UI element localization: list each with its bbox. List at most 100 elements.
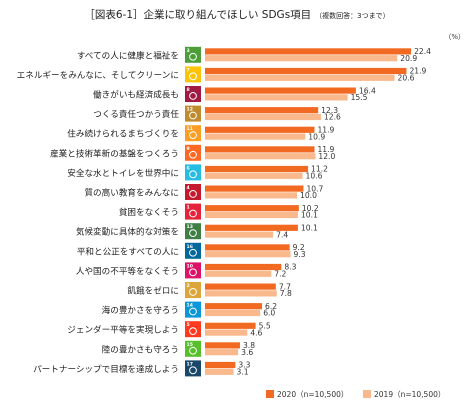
sdg-symbol-glyph (189, 327, 197, 336)
sdg-13-climate-action-icon (185, 223, 201, 240)
data-label-2019: 10.6 (306, 172, 323, 181)
sdg-symbol-glyph (189, 209, 197, 218)
category-row: 安全な水とトイレを世界中に 6 11.210.6 (67, 164, 328, 181)
sdg-symbol-glyph (189, 229, 197, 238)
sdg-3-good-health-icon (185, 46, 201, 63)
sdg-number-label: 16 (187, 244, 193, 250)
bar-2019 (205, 349, 239, 356)
sdg-16-peace-justice-icon (185, 242, 201, 259)
data-label-2020: 6.2 (265, 302, 277, 311)
sdg-symbol-glyph (189, 170, 197, 179)
category-row: ジェンダー平等を実現しよう 5 5.54.6 (67, 321, 271, 337)
sdg-14-life-below-water-icon (185, 301, 201, 318)
category-row: 平和と公正をすべての人に 16 9.29.3 (77, 242, 306, 259)
sdg-number-label: 3 (187, 48, 190, 54)
sdg-symbol-glyph (189, 248, 197, 257)
data-label-2019: 3.1 (237, 368, 249, 377)
bar-2020 (205, 361, 236, 369)
bar-2020 (205, 244, 290, 251)
bar-2019 (205, 192, 297, 199)
chart-title: ［図表6-1］企業に取り組んでほしい SDGs項目 （複数回答：3つまで） (0, 7, 474, 22)
category-label: 産業と技術革新の基盤をつくろう (50, 147, 179, 159)
sdg-symbol-glyph (189, 307, 197, 316)
chart-subtitle: （複数回答：3つまで） (315, 12, 390, 20)
data-label-2019: 20.6 (398, 74, 415, 83)
bar-2020 (205, 107, 319, 114)
sdg-4-quality-education-icon (185, 184, 201, 200)
category-row: 気候変動に具体的な対策を 13 10.1 7.4 (76, 223, 318, 239)
sdg-symbol-glyph (189, 131, 197, 140)
sdg-symbol-glyph (189, 190, 197, 198)
data-label-2020: 3.3 (238, 361, 250, 370)
data-label-2020: 7.7 (279, 282, 291, 291)
bar-2019 (205, 309, 261, 317)
bar-2019 (205, 290, 277, 297)
legend-swatch-2020 (266, 390, 274, 398)
category-row: パートナーシップで目標を達成しよう 17 3.33.1 (33, 360, 251, 377)
sdg-symbol-glyph (189, 268, 197, 277)
sdg-number-label: 10 (187, 263, 193, 269)
bar-2019 (205, 94, 348, 101)
sdg-number-label: 5 (187, 322, 190, 328)
category-row: すべての人に健康と福祉を 3 22.420.9 (77, 46, 431, 63)
sdg-number-label: 9 (187, 146, 190, 152)
category-label: すべての人に健康と福祉を (77, 49, 179, 61)
data-label-2020: 11.9 (317, 126, 334, 135)
category-row: エネルギーをみんなに、そしてクリーンに 7 21.920.6 (17, 66, 427, 83)
bar-2019 (205, 172, 303, 179)
data-label-2020: 11.2 (311, 165, 328, 174)
sdg-number-label: 15 (187, 342, 193, 348)
category-label: エネルギーをみんなに、そしてクリーンに (17, 70, 179, 81)
data-label-2019: 9.3 (294, 250, 306, 259)
data-label-2019: 10.9 (308, 132, 325, 141)
sdg-number-label: 14 (187, 303, 193, 309)
legend-item-2019: 2019（n=10,500） (363, 389, 445, 400)
bar-2020 (205, 67, 407, 75)
bar-2020 (205, 322, 256, 329)
data-label-2020: 21.9 (409, 67, 426, 76)
data-label-2020: 11.9 (317, 145, 334, 154)
sdg-number-label: 8 (187, 87, 190, 93)
sdg-9-industry-innovation-icon (185, 144, 201, 161)
sdg-symbol-glyph (189, 346, 197, 355)
bar-2019 (205, 74, 395, 81)
data-label-2019: 7.2 (274, 270, 286, 279)
legend-item-2020: 2020（n=10,500） (266, 389, 348, 400)
sdg-number-label: 7 (187, 67, 190, 73)
category-label: 貧困をなくそう (119, 206, 179, 218)
bar-2020 (205, 165, 309, 173)
data-label-2019: 10.1 (301, 211, 318, 220)
sdg-12-responsible-consumption-icon (185, 105, 201, 122)
bar-2020 (205, 205, 299, 212)
data-label-2019: 4.6 (250, 328, 262, 337)
data-label-2019: 20.9 (400, 54, 417, 63)
data-label-2020: 9.2 (293, 243, 305, 252)
sdg-symbol-glyph (189, 92, 197, 100)
bar-2020 (205, 87, 356, 94)
sdg-symbol-glyph (189, 366, 197, 375)
category-row: 人や国の不平等をなくそう 10 8.37.2 (76, 262, 297, 279)
category-label: 平和と公正をすべての人に (77, 246, 179, 257)
bar-2019 (205, 368, 234, 375)
bar-2019 (205, 251, 291, 258)
category-row: 住み続けられるまちづくりを 11 11.910.9 (67, 125, 335, 142)
sdg-number-label: 2 (187, 283, 190, 289)
sdg-number-label: 17 (187, 361, 193, 367)
category-label: パートナーシップで目標を達成しよう (33, 363, 179, 375)
bar-2020 (205, 283, 276, 290)
sdg-11-sustainable-cities-icon (185, 125, 201, 142)
data-label-2019: 12.0 (318, 152, 335, 161)
bar-2019 (205, 211, 298, 219)
sdg-number-label: 12 (187, 107, 193, 113)
sdg-number-label: 11 (187, 126, 193, 132)
bar-2020 (205, 146, 315, 153)
data-label-2019: 12.6 (324, 113, 341, 122)
category-label: 海の豊かさを守ろう (102, 304, 179, 316)
sdg-symbol-glyph (189, 72, 197, 81)
sdg-1-no-poverty-icon (185, 203, 201, 220)
data-label-2020: 5.5 (259, 322, 271, 331)
sdg-symbol-glyph (189, 150, 197, 159)
data-label-2020: 10.1 (301, 224, 318, 233)
sdg-6-clean-water-icon (185, 164, 201, 181)
category-label: 安全な水とトイレを世界中に (67, 167, 179, 179)
